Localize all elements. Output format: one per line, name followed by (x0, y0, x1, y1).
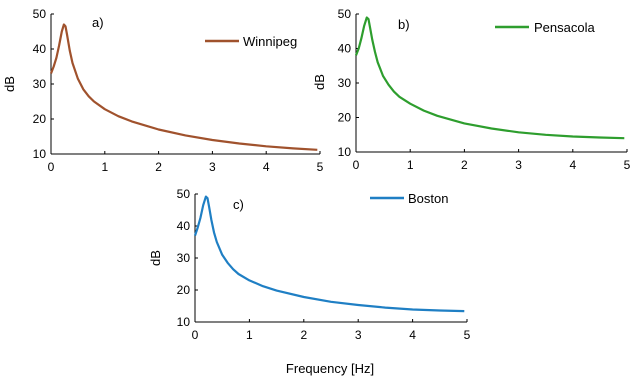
series-line-pensacola (354, 16, 625, 140)
x-tick-label: 1 (101, 160, 108, 174)
y-tick-label: 20 (338, 111, 352, 125)
chart-panel-2: 0 1 2 3 4 5 10 20 30 40 50 dB Frequency [Hz] c) Boston (148, 187, 471, 376)
chart-panel-0: 0 1 2 3 4 5 10 20 30 40 50 dB a) Winnipeg (2, 7, 324, 174)
y-tick-label: 10 (177, 315, 191, 329)
x-tick-label: 4 (263, 160, 270, 174)
y-tick-label: 10 (338, 145, 352, 159)
y-tick-label: 50 (33, 7, 47, 21)
y-tick-label: 40 (338, 42, 352, 56)
x-tick-label: 3 (515, 158, 522, 172)
y-tick-label: 40 (33, 42, 47, 56)
x-tick-label: 4 (569, 158, 576, 172)
x-tick-label: 2 (300, 328, 307, 342)
y-axis-label: dB (148, 250, 163, 266)
legend-label: Winnipeg (243, 34, 297, 49)
y-tick-label: 50 (177, 187, 191, 201)
panel-label: c) (233, 197, 244, 212)
x-tick-label: 0 (192, 328, 199, 342)
y-tick-label: 50 (338, 7, 352, 21)
x-tick-label: 3 (209, 160, 216, 174)
x-tick-label: 4 (409, 328, 416, 342)
y-tick-label: 40 (177, 219, 191, 233)
y-axis-label: dB (312, 74, 327, 90)
x-axis-label: Frequency [Hz] (286, 361, 374, 376)
y-tick-label: 20 (33, 112, 47, 126)
panel-label: b) (398, 17, 410, 32)
x-tick-label: 5 (317, 160, 324, 174)
x-tick-label: 3 (355, 328, 362, 342)
y-tick-label: 30 (338, 76, 352, 90)
x-tick-label: 5 (624, 158, 631, 172)
y-tick-label: 30 (33, 77, 47, 91)
x-tick-label: 5 (464, 328, 471, 342)
y-tick-label: 20 (177, 283, 191, 297)
x-tick-label: 1 (407, 158, 414, 172)
x-tick-label: 0 (353, 158, 360, 172)
series-line-boston (193, 195, 465, 313)
x-tick-label: 2 (155, 160, 162, 174)
panel-label: a) (92, 15, 104, 30)
y-tick-label: 10 (33, 147, 47, 161)
x-tick-label: 2 (461, 158, 468, 172)
legend-label: Pensacola (534, 20, 595, 35)
series-line-winnipeg (49, 23, 318, 151)
x-tick-label: 1 (246, 328, 253, 342)
chart-panel-1: 0 1 2 3 4 5 10 20 30 40 50 dB b) Pensacola (312, 7, 631, 172)
y-axis-label: dB (2, 76, 17, 92)
x-tick-label: 0 (48, 160, 55, 174)
y-tick-label: 30 (177, 251, 191, 265)
legend-label: Boston (408, 191, 448, 206)
